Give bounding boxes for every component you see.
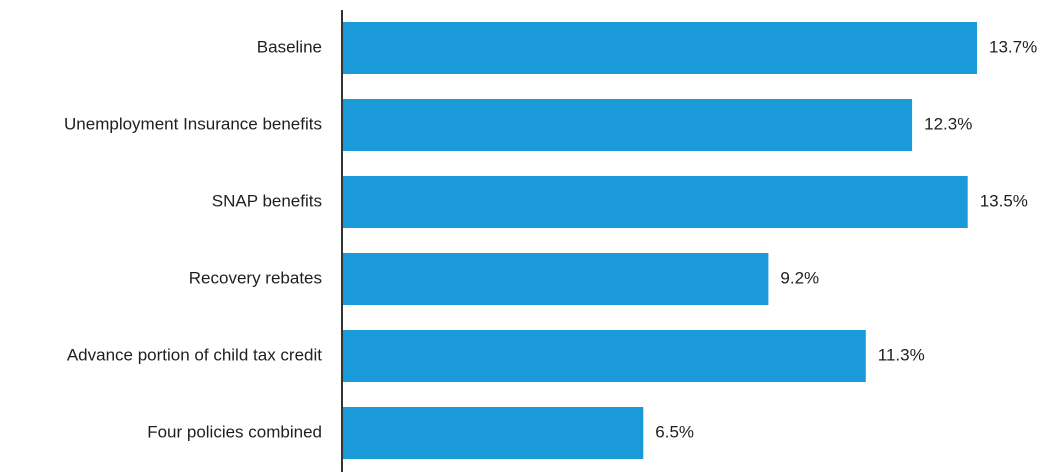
value-label-4: 11.3% [878,345,925,364]
bar-5 [342,407,644,459]
value-label-2: 13.5% [980,191,1028,210]
category-label-1: Unemployment Insurance benefits [64,114,322,133]
category-label-3: Recovery rebates [189,268,322,287]
bar-4 [342,330,866,382]
bar-3 [342,253,769,305]
value-label-0: 13.7% [989,37,1037,56]
category-label-4: Advance portion of child tax credit [67,345,322,364]
category-label-2: SNAP benefits [212,191,322,210]
bar-1 [342,99,913,151]
category-label-5: Four policies combined [147,422,322,441]
category-label-0: Baseline [257,37,322,56]
value-label-5: 6.5% [655,422,694,441]
value-label-1: 12.3% [924,114,972,133]
bar-2 [342,176,968,228]
bar-0 [342,22,977,74]
bars-group [342,22,977,459]
value-label-3: 9.2% [780,268,819,287]
category-labels-group: Baseline Unemployment Insurance benefits S… [64,37,322,441]
value-labels-group: 13.7% 12.3% 13.5% 9.2% 11.3% 6.5% [655,37,1037,441]
